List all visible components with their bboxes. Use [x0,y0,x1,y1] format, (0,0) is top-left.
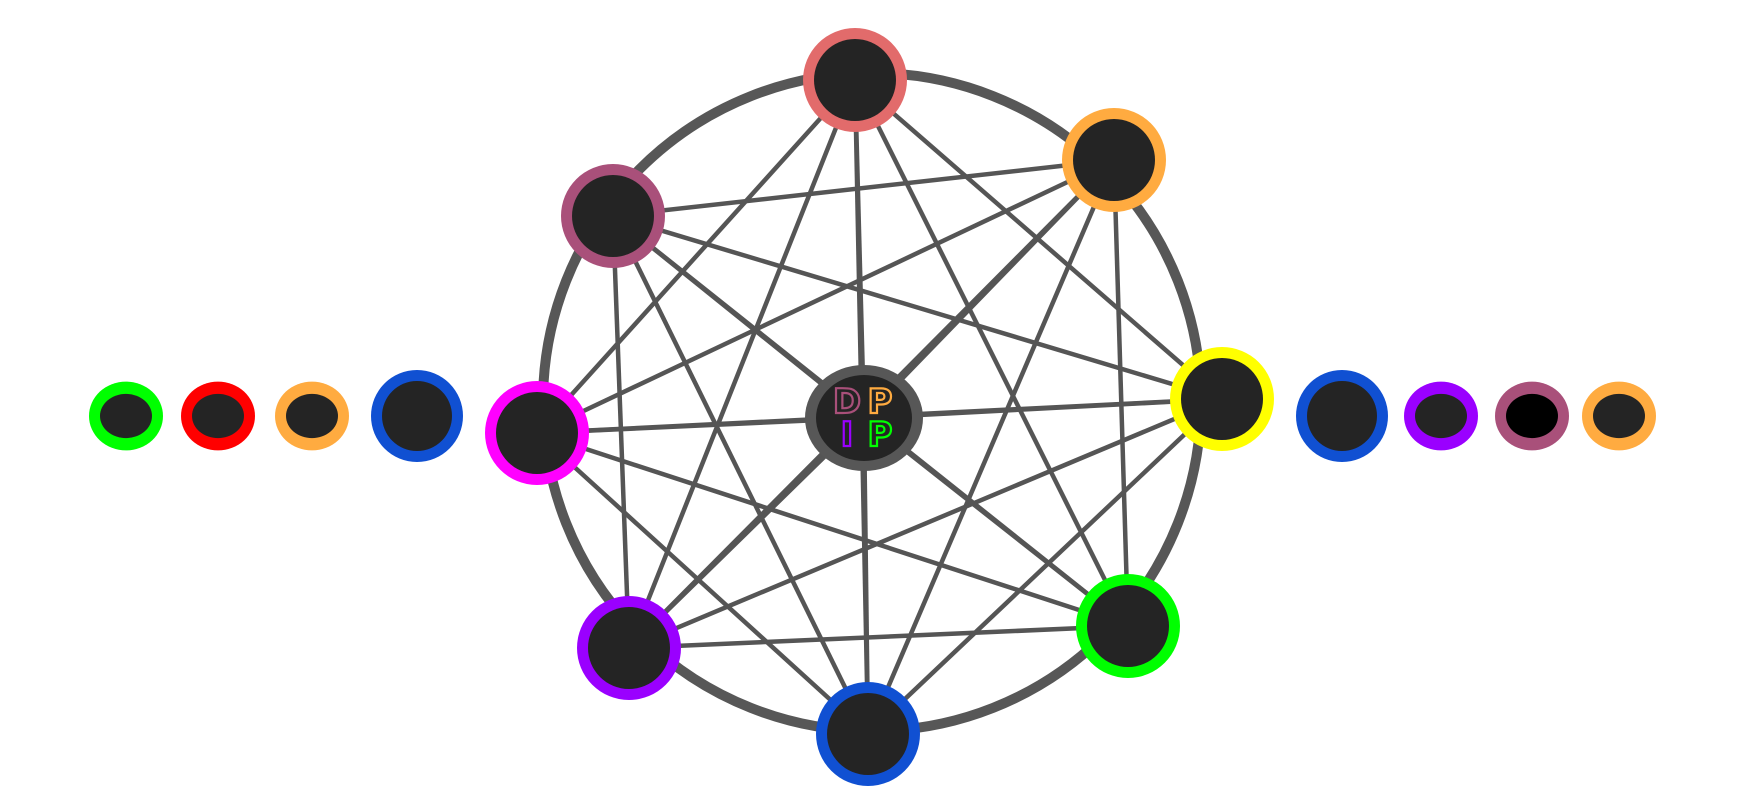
ring-node-bottom [816,682,920,786]
queue-node-core [286,393,338,439]
ring-node-upper-left [561,164,665,268]
logo-letter-2: P [868,382,893,422]
ring-node-right [1170,347,1274,451]
ring-node-lower-right [1076,574,1180,678]
edge-right-center [863,396,1223,421]
ring-node-top [803,28,907,132]
left-queue-node-orange [275,381,349,451]
edge-top-center [852,79,867,419]
edge-upper-right-upper-left [612,157,1115,219]
left-queue [89,370,463,462]
center-hub: D PI P [805,365,923,471]
queue-node-core [1506,393,1558,439]
ring-node-left [485,381,589,485]
right-queue [1296,370,1656,462]
logo-letter-1: D [833,382,861,422]
edge-lower-right-lower-left [628,623,1129,651]
ring-node-core [814,39,896,121]
edge-lower-left-upper-left [610,215,632,649]
ring-node-lower-left [577,596,681,700]
right-queue-node-mauve [1495,381,1569,451]
hub-core [816,375,912,461]
edge-right-bottom [866,397,1224,736]
edge-upper-right-bottom [865,159,1117,735]
ring-node-core [1087,585,1169,667]
edge-upper-right-center [862,158,1116,420]
right-queue-node-orange [1582,381,1656,451]
edge-bottom-left [535,431,870,736]
logo-letter-3: I [841,415,854,455]
edge-right-upper-left [612,213,1223,402]
queue-node-core [1415,393,1467,439]
queue-node-core [1307,381,1377,451]
queue-node-core [382,381,452,451]
edge-top-lower-right [852,78,1131,628]
queue-node-core [100,393,152,439]
left-queue-node-blue [371,370,463,462]
edges-layer [535,78,1224,736]
ring-node-core [1181,358,1263,440]
left-queue-node-green [89,381,163,451]
ring-node-upper-right [1062,108,1166,212]
left-queue-node-red [181,381,255,451]
edge-top-left [535,78,857,435]
logo-letter-4: P [868,415,893,455]
edge-bottom-upper-left [610,215,871,735]
ring-node-core [496,392,578,474]
ring-node-core [827,693,909,775]
ring-nodes [485,28,1274,786]
queue-node-core [192,393,244,439]
queue-node-core [1593,393,1645,439]
ring-node-core [572,175,654,257]
edge-top-lower-left [626,79,858,649]
ring-node-core [588,607,670,689]
ring-node-core [1073,119,1155,201]
edge-upper-right-lower-right [1111,159,1131,627]
edge-lower-right-left [536,430,1129,629]
edge-upper-right-left [536,157,1115,436]
right-queue-node-blue [1296,370,1388,462]
right-queue-node-purple [1404,381,1478,451]
